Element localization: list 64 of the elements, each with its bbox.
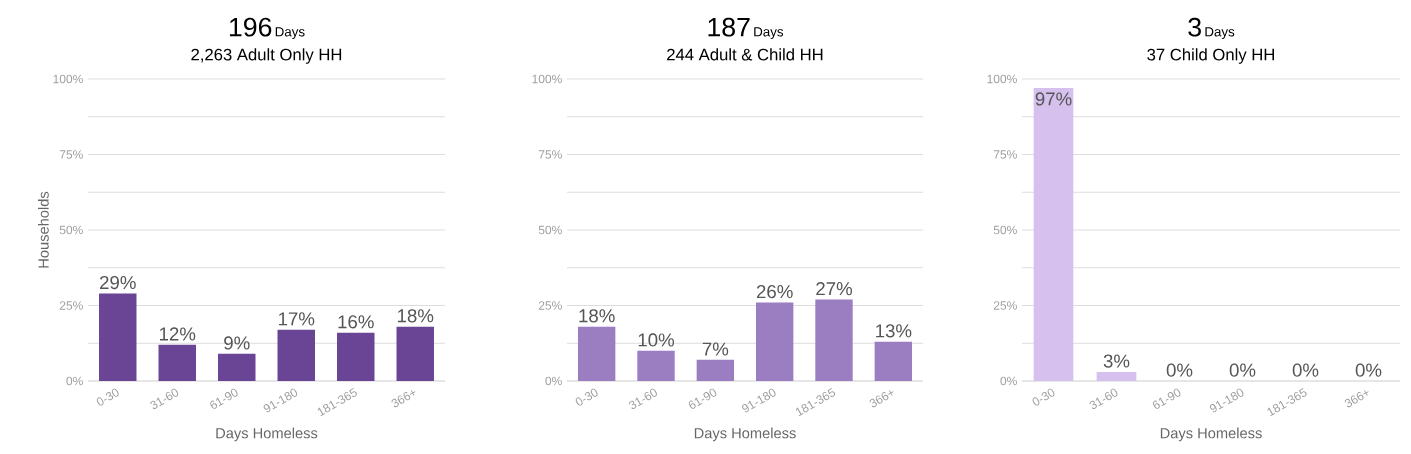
bar	[577, 326, 616, 381]
bar	[218, 353, 256, 381]
y-tick-label: 50%	[993, 225, 1017, 235]
y-tick-label: 25%	[59, 301, 83, 310]
data-label: 18%	[579, 309, 615, 323]
y-tick-label: 0%	[1000, 376, 1017, 386]
text: Days	[754, 27, 784, 40]
data-label: 3%	[1103, 354, 1130, 368]
y-axis-title: Households	[38, 191, 49, 268]
bar	[277, 329, 315, 381]
data-label: 18%	[397, 309, 434, 323]
text: Days	[1205, 27, 1235, 40]
x-tick-label: 0-30	[575, 388, 598, 406]
chart-subtitle: 244 Adult & Child HH	[667, 48, 823, 61]
y-tick-label: 0%	[66, 376, 83, 386]
bar	[396, 326, 434, 381]
data-label: 29%	[100, 275, 136, 290]
bar	[637, 350, 675, 381]
bar	[99, 293, 137, 381]
chart-title: 187	[708, 17, 750, 37]
text: Days	[275, 27, 305, 40]
data-label: 12%	[159, 327, 196, 341]
y-tick-label: 25%	[993, 301, 1017, 310]
y-tick-label: 75%	[538, 150, 562, 159]
data-label: 97%	[1035, 92, 1072, 106]
y-tick-label: 75%	[59, 150, 83, 159]
y-tick-label: 0%	[545, 376, 562, 386]
x-tick-label: 366+	[391, 390, 416, 408]
x-axis-title: Days Homeless	[694, 427, 796, 442]
x-axis-title: Days Homeless	[216, 427, 318, 442]
bar	[696, 359, 735, 381]
data-label: 17%	[278, 312, 315, 326]
data-label: 0%	[1166, 363, 1193, 377]
y-tick-label: 100%	[53, 74, 83, 84]
x-tick-label: 366+	[1344, 390, 1369, 408]
x-tick-label: 0-30	[96, 388, 119, 406]
y-tick-label: 50%	[59, 225, 83, 235]
data-label: 9%	[224, 336, 250, 350]
chart-title: 196	[229, 17, 272, 37]
y-tick-label: 50%	[538, 225, 562, 235]
y-tick-label: 100%	[532, 74, 562, 84]
data-label: 0%	[1355, 363, 1382, 377]
data-label: 0%	[1292, 363, 1319, 377]
x-axis-title: Days Homeless	[1160, 427, 1262, 442]
x-tick-label: 366+	[869, 390, 894, 408]
data-label: 16%	[338, 315, 374, 329]
bar	[337, 332, 375, 381]
x-tick-label: 0-30	[1032, 388, 1055, 406]
data-label: 27%	[816, 282, 853, 296]
bar	[755, 302, 794, 381]
chart-subtitle: 2,263 Adult Only HH	[191, 48, 342, 64]
data-label: 10%	[638, 333, 675, 347]
data-label: 0%	[1229, 363, 1256, 377]
bar	[815, 299, 853, 381]
bar	[874, 341, 913, 381]
data-label: 13%	[876, 324, 912, 338]
chart-subtitle: 37 Child Only HH	[1147, 48, 1274, 64]
chart-title: 3	[1188, 17, 1201, 37]
bar	[158, 344, 196, 381]
y-tick-label: 25%	[538, 301, 562, 310]
data-label: 26%	[756, 284, 793, 299]
y-tick-label: 100%	[987, 74, 1017, 84]
y-tick-label: 75%	[993, 150, 1017, 159]
data-label: 7%	[702, 342, 729, 356]
